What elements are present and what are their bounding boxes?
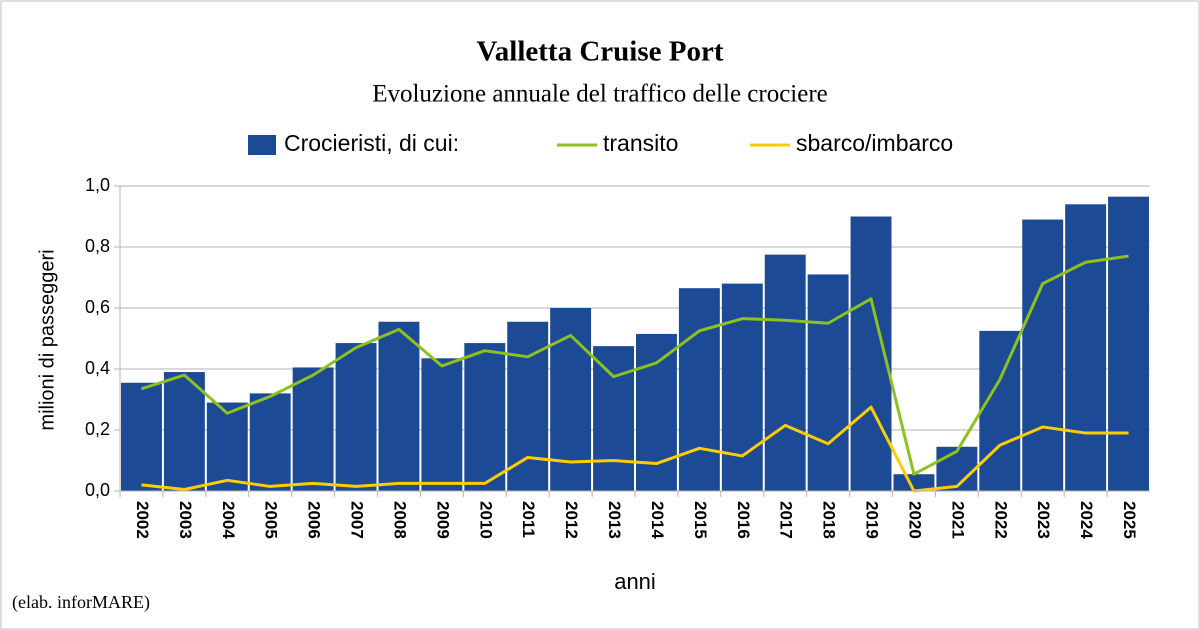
source-note: (elab. inforMARE): [12, 592, 150, 613]
bar: [121, 382, 162, 491]
line: [141, 405, 1129, 493]
x-tick-label: 2024: [1077, 501, 1096, 539]
bar: [464, 343, 506, 491]
x-tick-label: 2016: [734, 501, 753, 539]
x-tick-label: 2007: [348, 501, 367, 539]
bar: [335, 343, 377, 491]
x-tick-label: 2014: [648, 501, 667, 539]
x-tick-label: 2022: [991, 501, 1010, 539]
y-axis-label: milioni di passeggeri: [36, 249, 58, 430]
chart-subtitle: Evoluzione annuale del traffico delle cr…: [372, 81, 828, 108]
bar: [249, 393, 291, 491]
bar: [636, 333, 677, 491]
bar: [421, 358, 463, 491]
x-tick-label: 2006: [305, 501, 324, 539]
y-tick-label: 0,6: [85, 297, 110, 317]
y-tick-label: 0,8: [85, 236, 110, 256]
bar: [979, 330, 1021, 491]
chart-title: Valletta Cruise Port: [477, 36, 724, 68]
x-tick-label: 2011: [519, 501, 538, 538]
bar: [1065, 204, 1107, 492]
y-tick-label: 0,2: [85, 419, 110, 439]
x-tick-label: 2009: [433, 501, 452, 539]
x-axis-label: anni: [614, 569, 656, 594]
x-tick-label: 2018: [820, 501, 839, 539]
x-tick-label: 2010: [476, 501, 495, 539]
x-tick-label: 2025: [1120, 501, 1139, 539]
bar: [163, 372, 205, 491]
x-tick-label: 2023: [1034, 501, 1053, 539]
bar: [1022, 219, 1064, 492]
x-tick-label: 2008: [390, 501, 409, 539]
legend-label: Crocieristi, di cui:: [284, 130, 459, 156]
legend-label: sbarco/imbarco: [796, 130, 953, 156]
x-tick-label: 2005: [262, 501, 281, 539]
bar: [764, 254, 806, 491]
x-tick-label: 2004: [219, 501, 238, 539]
y-tick-label: 0,0: [85, 480, 110, 500]
x-tick-label: 2002: [133, 501, 152, 539]
bar: [893, 474, 935, 491]
x-tick-label: 2012: [562, 501, 581, 539]
x-tick-label: 2013: [605, 501, 624, 539]
x-tick-label: 2019: [863, 501, 882, 539]
bar: [593, 346, 634, 491]
bar: [678, 288, 720, 491]
x-tick-label: 2003: [176, 501, 195, 539]
x-tick-label: 2021: [948, 501, 967, 539]
bar: [378, 321, 420, 491]
x-tick-label: 2020: [905, 501, 924, 539]
x-tick-label: 2015: [691, 501, 710, 539]
legend-swatch: [248, 135, 276, 155]
x-tick-label: 2017: [777, 501, 796, 539]
bar: [721, 283, 763, 491]
line: [141, 254, 1129, 476]
bar: [807, 274, 849, 491]
y-tick-label: 0,4: [85, 358, 110, 378]
bar: [292, 367, 334, 491]
bar: [206, 402, 248, 491]
bar: [1108, 196, 1149, 492]
y-tick-label: 1,0: [85, 175, 110, 195]
legend-label: transito: [603, 130, 678, 156]
bar: [936, 446, 978, 491]
